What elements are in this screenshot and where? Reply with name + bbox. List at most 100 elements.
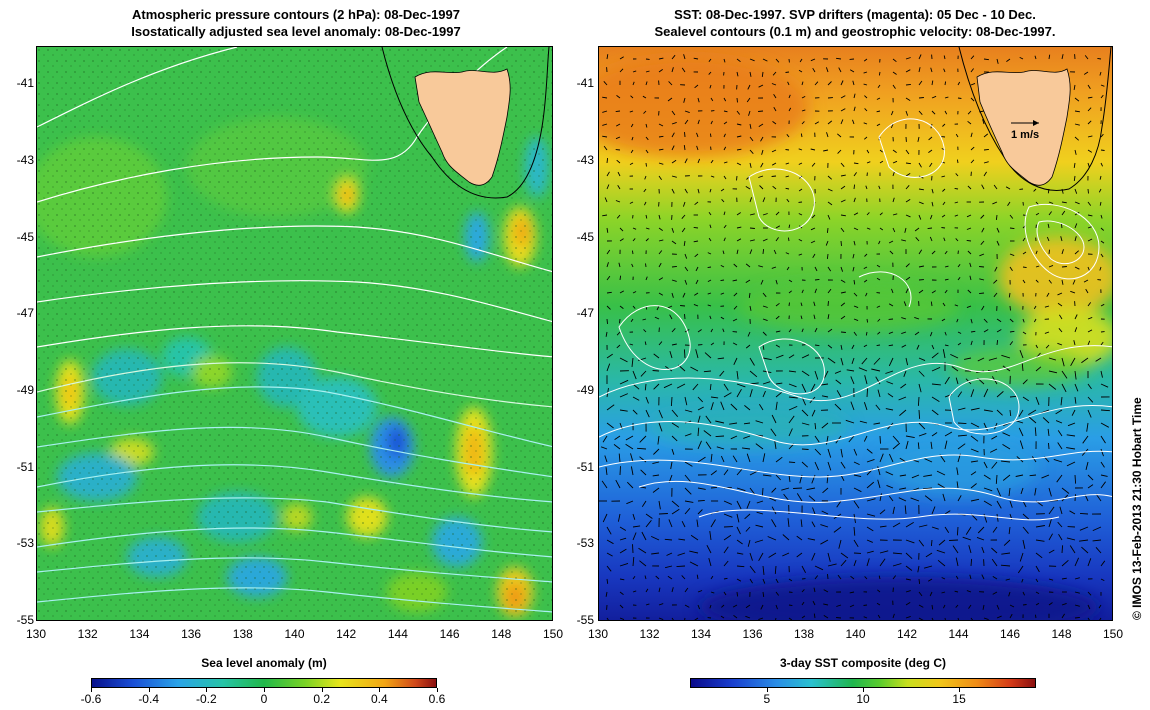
velocity-vector: [1002, 432, 1011, 437]
velocity-vector: [976, 536, 985, 541]
velocity-vector: [671, 175, 677, 178]
velocity-vector: [865, 292, 868, 297]
velocity-vector: [709, 315, 712, 320]
velocity-vector: [696, 145, 699, 151]
velocity-vector: [840, 240, 842, 246]
velocity-vector: [720, 401, 725, 411]
velocity-vector: [970, 483, 977, 489]
velocity-vector: [962, 536, 972, 541]
sea-level-anomaly-map[interactable]: [36, 46, 553, 621]
velocity-vector: [980, 214, 985, 219]
velocity-vector: [892, 552, 903, 555]
velocity-vector: [834, 403, 842, 411]
velocity-vector: [641, 500, 647, 507]
velocity-vector: [917, 442, 920, 450]
velocity-vector: [814, 435, 820, 443]
velocity-vector: [1018, 427, 1024, 437]
sst-map[interactable]: 1 m/s: [598, 46, 1113, 621]
velocity-vector: [1035, 201, 1039, 205]
velocity-vector: [1074, 577, 1080, 580]
velocity-vector: [1070, 357, 1076, 367]
velocity-vector: [775, 604, 778, 610]
velocity-vector: [619, 537, 627, 541]
velocity-vector: [1074, 110, 1080, 113]
velocity-vector: [1060, 236, 1063, 242]
velocity-vector: [892, 563, 902, 567]
left-y-tick: -55: [16, 613, 34, 627]
velocity-vector: [879, 149, 883, 153]
velocity-vector: [723, 577, 728, 580]
velocity-vector: [723, 110, 728, 113]
velocity-vector: [681, 520, 686, 528]
velocity-vector: [768, 552, 777, 558]
velocity-vector: [1017, 565, 1024, 574]
velocity-vector: [879, 525, 887, 528]
velocity-vector: [866, 448, 873, 454]
velocity-vector: [853, 500, 860, 509]
velocity-vector: [754, 539, 764, 543]
velocity-vector: [1095, 547, 1102, 554]
velocity-vector: [749, 389, 753, 398]
velocity-vector: [736, 513, 740, 523]
velocity-vector: [723, 121, 728, 125]
velocity-vector: [969, 275, 972, 281]
velocity-vector: [1087, 558, 1092, 567]
velocity-vector: [834, 370, 842, 374]
velocity-vector: [898, 396, 907, 401]
velocity-vector: [602, 435, 608, 443]
velocity-vector: [762, 213, 768, 216]
velocity-vector: [788, 383, 797, 388]
velocity-vector: [618, 262, 621, 268]
velocity-vector: [708, 211, 712, 216]
velocity-vector: [801, 354, 810, 359]
velocity-vector: [788, 370, 797, 373]
velocity-vector: [941, 175, 946, 178]
velocity-vector: [838, 539, 842, 549]
left-x-tick: 142: [336, 627, 357, 641]
velocity-vector: [798, 213, 803, 216]
velocity-vector: [645, 520, 652, 528]
velocity-vector: [966, 590, 972, 593]
velocity-vector: [1009, 341, 1014, 346]
velocity-vector: [1100, 253, 1104, 258]
velocity-vector: [886, 381, 894, 385]
velocity-vector: [658, 277, 664, 281]
velocity-vector: [606, 158, 609, 164]
velocity-vector: [1057, 521, 1063, 528]
velocity-vector: [968, 545, 972, 554]
velocity-vector: [655, 575, 660, 580]
velocity-vector: [697, 440, 702, 450]
velocity-vector: [798, 148, 803, 151]
velocity-vector: [1058, 533, 1063, 541]
velocity-vector: [1099, 617, 1102, 620]
velocity-vector: [840, 174, 846, 177]
velocity-vector: [1095, 493, 1102, 502]
velocity-vector: [642, 95, 647, 99]
velocity-vector: [772, 71, 777, 76]
velocity-vector: [905, 199, 911, 203]
velocity-vector: [781, 487, 790, 491]
velocity-vector: [761, 149, 764, 155]
velocity-vector: [840, 291, 846, 294]
velocity-vector: [1083, 71, 1089, 75]
velocity-vector: [905, 263, 910, 268]
velocity-vector: [944, 289, 948, 294]
left-x-tick: 148: [491, 627, 512, 641]
velocity-vector: [1022, 237, 1026, 242]
velocity-vector: [606, 54, 609, 60]
velocity-vector: [864, 136, 868, 140]
velocity-vector: [617, 513, 621, 522]
velocity-vector: [645, 588, 649, 593]
velocity-vector: [918, 578, 921, 584]
velocity-vector: [888, 344, 894, 347]
velocity-vector: [955, 604, 959, 608]
velocity-vector: [905, 276, 911, 281]
velocity-vector: [632, 556, 635, 567]
velocity-vector: [801, 589, 805, 593]
left-y-tick: -41: [16, 76, 34, 91]
velocity-vector: [863, 83, 868, 86]
velocity-vector: [930, 441, 933, 450]
velocity-vector: [1081, 546, 1089, 554]
velocity-vector: [1001, 354, 1011, 359]
velocity-vector: [1084, 55, 1089, 60]
